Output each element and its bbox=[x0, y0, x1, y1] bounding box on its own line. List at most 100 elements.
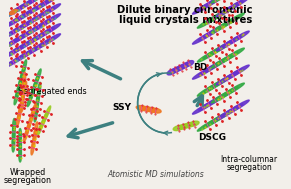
Ellipse shape bbox=[33, 128, 37, 142]
Ellipse shape bbox=[4, 36, 23, 48]
Ellipse shape bbox=[205, 24, 226, 37]
Ellipse shape bbox=[229, 0, 249, 9]
Ellipse shape bbox=[13, 119, 15, 132]
Ellipse shape bbox=[197, 84, 218, 96]
Ellipse shape bbox=[12, 138, 15, 152]
Ellipse shape bbox=[22, 88, 25, 101]
Ellipse shape bbox=[16, 85, 20, 98]
Ellipse shape bbox=[167, 69, 176, 75]
Ellipse shape bbox=[36, 8, 54, 19]
Ellipse shape bbox=[42, 14, 61, 25]
Ellipse shape bbox=[216, 5, 237, 17]
Ellipse shape bbox=[4, 56, 23, 68]
Text: Segregated ends: Segregated ends bbox=[18, 87, 86, 96]
Ellipse shape bbox=[14, 91, 18, 105]
Ellipse shape bbox=[193, 2, 213, 14]
Ellipse shape bbox=[35, 102, 38, 115]
Ellipse shape bbox=[197, 119, 218, 131]
Ellipse shape bbox=[197, 50, 218, 62]
Ellipse shape bbox=[45, 106, 51, 119]
Ellipse shape bbox=[210, 8, 230, 21]
Ellipse shape bbox=[22, 85, 25, 99]
Ellipse shape bbox=[210, 42, 230, 55]
Ellipse shape bbox=[216, 108, 237, 120]
Ellipse shape bbox=[24, 128, 29, 142]
Ellipse shape bbox=[212, 0, 232, 3]
Ellipse shape bbox=[34, 75, 39, 88]
Text: DSCG: DSCG bbox=[198, 133, 226, 143]
Ellipse shape bbox=[146, 107, 156, 112]
Ellipse shape bbox=[17, 9, 35, 20]
Ellipse shape bbox=[36, 95, 39, 109]
Ellipse shape bbox=[229, 31, 249, 43]
Ellipse shape bbox=[29, 1, 48, 13]
Ellipse shape bbox=[10, 13, 29, 24]
Ellipse shape bbox=[178, 124, 189, 129]
Ellipse shape bbox=[42, 0, 61, 5]
Text: Wrapped: Wrapped bbox=[10, 168, 46, 177]
Ellipse shape bbox=[4, 46, 23, 58]
Ellipse shape bbox=[38, 82, 41, 96]
Ellipse shape bbox=[32, 135, 36, 149]
Ellipse shape bbox=[42, 4, 61, 15]
Ellipse shape bbox=[193, 102, 213, 114]
Ellipse shape bbox=[224, 83, 244, 95]
Ellipse shape bbox=[23, 72, 26, 86]
Ellipse shape bbox=[185, 61, 194, 67]
Ellipse shape bbox=[22, 79, 25, 93]
Ellipse shape bbox=[17, 79, 22, 92]
Ellipse shape bbox=[21, 91, 24, 105]
Ellipse shape bbox=[223, 69, 243, 81]
Ellipse shape bbox=[223, 1, 243, 13]
Ellipse shape bbox=[204, 80, 224, 92]
Ellipse shape bbox=[37, 89, 40, 103]
Ellipse shape bbox=[19, 72, 23, 86]
Ellipse shape bbox=[223, 35, 243, 47]
Ellipse shape bbox=[17, 19, 35, 30]
Ellipse shape bbox=[4, 26, 23, 38]
Ellipse shape bbox=[29, 11, 48, 23]
Ellipse shape bbox=[10, 33, 29, 44]
Ellipse shape bbox=[212, 21, 232, 33]
Ellipse shape bbox=[10, 53, 29, 64]
Ellipse shape bbox=[19, 142, 22, 156]
Ellipse shape bbox=[176, 65, 185, 71]
Ellipse shape bbox=[204, 12, 224, 24]
Ellipse shape bbox=[10, 9, 17, 15]
Ellipse shape bbox=[42, 34, 61, 45]
Ellipse shape bbox=[224, 13, 244, 25]
Text: BD: BD bbox=[193, 63, 207, 71]
Ellipse shape bbox=[36, 0, 54, 9]
Ellipse shape bbox=[36, 124, 43, 136]
Ellipse shape bbox=[36, 28, 54, 39]
Ellipse shape bbox=[39, 118, 45, 130]
Ellipse shape bbox=[29, 31, 48, 43]
Ellipse shape bbox=[212, 91, 232, 103]
Ellipse shape bbox=[218, 17, 238, 29]
Ellipse shape bbox=[216, 39, 237, 51]
Ellipse shape bbox=[29, 41, 48, 53]
Ellipse shape bbox=[205, 59, 226, 72]
Ellipse shape bbox=[4, 16, 23, 28]
Ellipse shape bbox=[23, 45, 42, 57]
Ellipse shape bbox=[29, 0, 48, 3]
Ellipse shape bbox=[27, 116, 32, 129]
Ellipse shape bbox=[36, 69, 41, 82]
Ellipse shape bbox=[19, 100, 23, 114]
Ellipse shape bbox=[218, 87, 238, 99]
Ellipse shape bbox=[27, 93, 33, 107]
Ellipse shape bbox=[29, 21, 48, 33]
Ellipse shape bbox=[205, 0, 226, 7]
Ellipse shape bbox=[197, 16, 218, 28]
Ellipse shape bbox=[31, 81, 37, 94]
Ellipse shape bbox=[10, 22, 29, 34]
Ellipse shape bbox=[150, 108, 161, 113]
Ellipse shape bbox=[10, 3, 29, 14]
Ellipse shape bbox=[229, 65, 249, 77]
Ellipse shape bbox=[180, 63, 189, 69]
Ellipse shape bbox=[13, 125, 15, 139]
Ellipse shape bbox=[21, 98, 24, 112]
Ellipse shape bbox=[223, 104, 243, 116]
Ellipse shape bbox=[42, 112, 48, 125]
Ellipse shape bbox=[42, 24, 61, 35]
